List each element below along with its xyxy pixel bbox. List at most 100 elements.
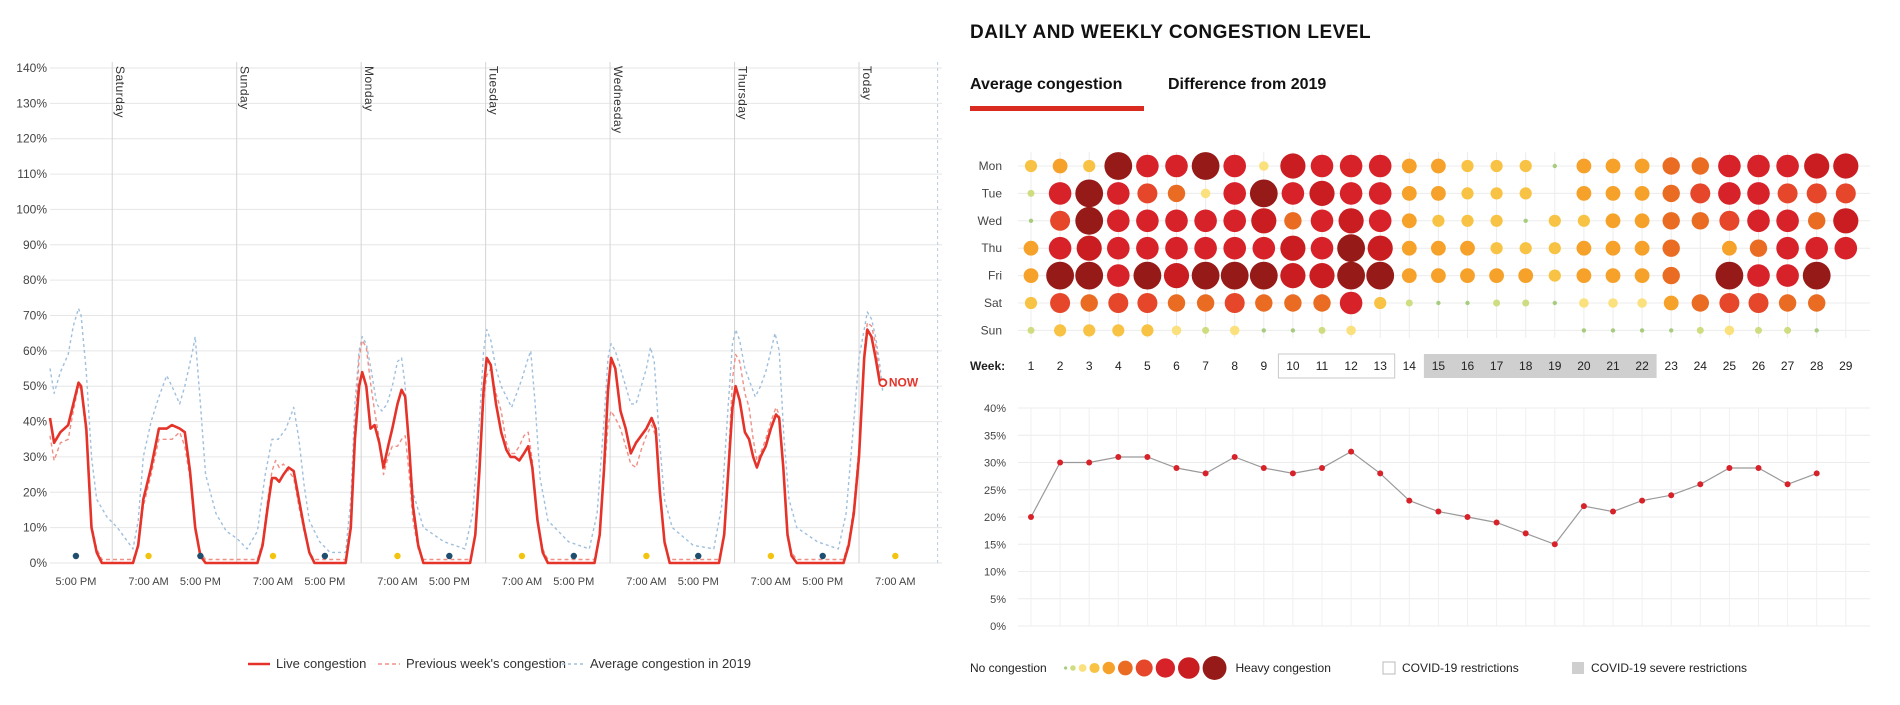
line-y-tick-label: 15% xyxy=(984,539,1006,551)
legend-level-swatch xyxy=(1078,664,1087,672)
heatmap-bubble xyxy=(1202,326,1210,334)
heatmap-bubble xyxy=(1579,298,1589,308)
week-number: 23 xyxy=(1665,359,1679,373)
weekday-label: Mon xyxy=(979,159,1002,173)
heatmap-bubble xyxy=(1255,294,1273,312)
heatmap-bubble xyxy=(1401,240,1417,256)
weekly-average-line xyxy=(1028,448,1820,548)
y-tick-label: 0% xyxy=(30,556,48,570)
week-number: 14 xyxy=(1403,359,1417,373)
y-tick-label: 30% xyxy=(23,450,47,464)
heatmap-bubble xyxy=(1776,154,1799,178)
weekly-average-point xyxy=(1639,497,1646,504)
weekly-average-point xyxy=(1086,459,1093,466)
heatmap-bubble xyxy=(1108,293,1129,313)
week-number: 4 xyxy=(1115,359,1122,373)
legend-label-live: Live congestion xyxy=(276,656,366,671)
heatmap-bubble xyxy=(1747,154,1770,178)
heatmap-bubble xyxy=(1048,236,1072,260)
heatmap-bubble xyxy=(1724,325,1735,336)
weekly-average-point xyxy=(1464,514,1471,520)
heatmap-bubble xyxy=(1171,325,1182,336)
heatmap-bubble xyxy=(1748,293,1769,313)
heatmap-bubble xyxy=(1401,186,1417,201)
heatmap-bubble xyxy=(1401,213,1417,229)
heatmap-bubble xyxy=(1024,296,1038,310)
heatmap-bubble xyxy=(1023,268,1039,283)
week-number: 12 xyxy=(1344,359,1358,373)
weekly-average-point xyxy=(1580,503,1587,510)
weekly-average-point xyxy=(1610,508,1616,515)
heatmap-bubble xyxy=(1338,208,1364,234)
heatmap-bubble xyxy=(1223,209,1246,233)
week-number: 5 xyxy=(1144,359,1151,373)
hourly-congestion-panel: 0% 10% 20% 30% 40% 50% 60% 70% 80% 90% 100% 110% 120… xyxy=(16,61,942,671)
heatmap-bubble xyxy=(1318,326,1326,334)
weekly-average-point xyxy=(1348,448,1355,455)
time-markers xyxy=(72,552,899,560)
heatmap-bubble xyxy=(1104,152,1133,180)
y-tick-label: 140% xyxy=(16,61,47,75)
week-number: 20 xyxy=(1577,359,1591,373)
weekly-average-point xyxy=(1726,464,1733,471)
heatmap-bubble xyxy=(1634,186,1650,201)
y-tick-label: 110% xyxy=(17,167,47,181)
heatmap-bubble xyxy=(1368,154,1392,178)
heatmap-bubble xyxy=(1605,158,1621,174)
legend-restriction-swatch xyxy=(1382,661,1396,675)
week-number: 21 xyxy=(1606,359,1620,373)
heatmap-bubble xyxy=(1747,264,1770,287)
heatmap-bubble xyxy=(1083,159,1096,173)
legend-level-swatch xyxy=(1178,657,1200,679)
heatmap-bubble xyxy=(1576,158,1592,174)
weekday-label: Tue xyxy=(982,186,1003,200)
y-tick-label: 50% xyxy=(23,379,47,393)
week-number: 26 xyxy=(1752,359,1766,373)
heatmap-bubble xyxy=(1023,240,1039,256)
heatmap-bubble xyxy=(1662,239,1680,257)
morning-marker xyxy=(767,552,775,560)
weekly-average-point xyxy=(1668,492,1675,499)
heatmap-bubble xyxy=(1805,236,1828,260)
legend-severe-swatch xyxy=(1572,662,1584,674)
heatmap-bubble xyxy=(1548,242,1561,255)
tab-average-congestion[interactable]: Average congestion xyxy=(970,76,1123,93)
heatmap-bubble xyxy=(1249,179,1278,208)
legend-covid-restrictions: COVID-19 restrictions xyxy=(1402,661,1519,675)
line-y-tick-label: 5% xyxy=(990,594,1006,606)
y-tick-label: 40% xyxy=(23,415,47,429)
heatmap-bubble xyxy=(1368,209,1392,233)
heatmap-bubble xyxy=(1634,268,1650,283)
y-tick-label: 70% xyxy=(23,309,47,323)
heatmap-bubble xyxy=(1167,184,1186,203)
x-tick-label: 7:00 AM xyxy=(875,576,915,588)
x-tick-label: 7:00 AM xyxy=(751,576,791,588)
congestion-legend: No congestion Heavy congestion COVID-19 re… xyxy=(970,656,1747,680)
heatmap-bubble xyxy=(1806,183,1827,204)
day-label: Tuesday xyxy=(487,66,501,115)
panel-title: DAILY AND WEEKLY CONGESTION LEVEL xyxy=(970,22,1372,43)
heatmap-bubble xyxy=(1431,158,1446,174)
heatmap-bubble xyxy=(1637,298,1647,308)
heatmap-bubble xyxy=(1290,328,1296,333)
heatmap-bubble xyxy=(1136,154,1159,178)
week-number: 18 xyxy=(1519,359,1533,373)
day-label: Wednesday xyxy=(611,66,625,134)
weekly-average-point xyxy=(1784,481,1791,488)
week-number: 7 xyxy=(1202,359,1209,373)
tab-difference-from-2019[interactable]: Difference from 2019 xyxy=(1168,76,1327,93)
heatmap-bubble xyxy=(1107,209,1130,233)
legend-level-swatch xyxy=(1135,659,1153,677)
weekly-average-point xyxy=(1377,470,1384,477)
weekly-average-point xyxy=(1493,519,1500,526)
weekly-average-point xyxy=(1813,470,1820,477)
heatmap-bubble xyxy=(1776,264,1799,287)
heatmap-bubble xyxy=(1432,214,1445,227)
heatmap-bubble xyxy=(1076,235,1102,261)
heatmap-bubble xyxy=(1136,209,1159,233)
week-number: 19 xyxy=(1548,359,1562,373)
heatmap-bubble xyxy=(1259,161,1269,171)
heatmap-bubble xyxy=(1747,182,1770,205)
heatmap-bubble xyxy=(1490,159,1503,173)
heatmap-bubble xyxy=(1808,212,1826,230)
